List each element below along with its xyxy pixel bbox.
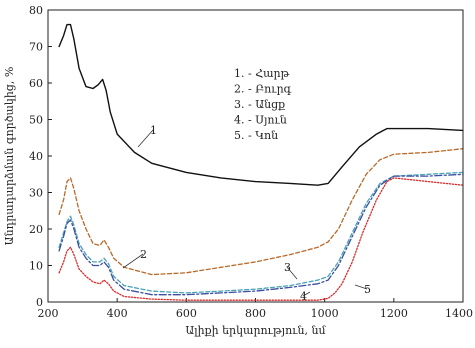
y-tick-label: 10 (29, 260, 43, 273)
series-5-line (58, 177, 464, 301)
series-4-line (58, 173, 464, 296)
y-axis-label: Անդրադարձման գործակից, % (3, 67, 16, 246)
legend-entry: 2. - Բուրգ (234, 83, 292, 96)
series-1-line (58, 23, 464, 186)
series-lines (58, 23, 464, 301)
x-axis-label: Ալիքի երկարություն, նմ (185, 324, 326, 337)
series-1-leader (137, 129, 154, 148)
y-tick-label: 80 (29, 4, 43, 17)
series-4-label: 4 (300, 290, 307, 303)
x-tick-label: 200 (38, 307, 59, 320)
y-axis-ticks: 0 10 20 30 40 50 60 70 80 (29, 4, 52, 309)
legend-entry: 3. - Անցք (234, 98, 285, 111)
series-2-label: 2 (140, 248, 147, 261)
x-tick-label: 600 (176, 307, 197, 320)
legend-entry: 4. - Սյուն (234, 114, 287, 127)
y-tick-label: 70 (29, 41, 43, 54)
x-tick-label: 400 (107, 307, 128, 320)
y-tick-label: 0 (36, 296, 43, 309)
series-1-label: 1 (150, 124, 157, 137)
series-3-line (58, 171, 464, 294)
y-tick-label: 40 (29, 150, 43, 163)
legend: 1. - Հարթ 2. - Բուրգ 3. - Անցք 4. - Սյուն 5.… (234, 67, 292, 142)
y-tick-label: 60 (29, 77, 43, 90)
x-tick-label: 1400 (445, 307, 473, 320)
series-2-leader (122, 253, 144, 269)
x-tick-label: 800 (245, 307, 266, 320)
series-5-label: 5 (364, 283, 371, 296)
x-axis-ticks: 200 400 600 800 1000 1200 1400 (38, 298, 473, 320)
series-4-leader (302, 291, 311, 297)
y-tick-label: 50 (29, 114, 43, 127)
series-3-leader (286, 266, 298, 280)
x-tick-label: 1200 (380, 307, 408, 320)
series-5-leader (354, 284, 368, 290)
legend-entry: 5. - Կոն (234, 129, 278, 142)
y-tick-label: 30 (29, 187, 43, 200)
series-3-label: 3 (284, 261, 291, 274)
legend-entry: 1. - Հարթ (234, 67, 290, 80)
series-2-line (58, 148, 464, 276)
y-tick-label: 20 (29, 223, 43, 236)
series-number-labels: 1 2 3 4 5 (122, 124, 371, 303)
x-tick-label: 1000 (311, 307, 339, 320)
plot-frame (47, 9, 464, 303)
